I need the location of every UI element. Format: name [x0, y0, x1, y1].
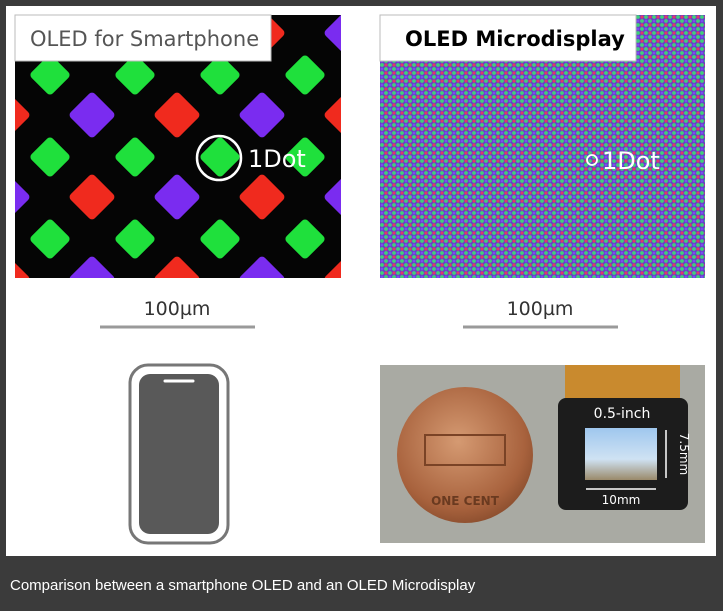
subpixel: [324, 15, 341, 56]
subpixel: [115, 55, 155, 95]
size-label: 0.5-inch: [594, 406, 651, 422]
subpixel: [285, 55, 325, 95]
micro-screen: [585, 428, 657, 480]
subpixel: [239, 174, 285, 220]
subpixel: [115, 219, 155, 259]
subpixel: [154, 174, 200, 220]
dot-label: 1Dot: [248, 145, 306, 173]
subpixel: [324, 256, 341, 278]
subpixel: [285, 219, 325, 259]
height-label: 7.5mm: [677, 433, 691, 475]
left-label: OLED for Smartphone: [30, 27, 259, 51]
subpixel: [324, 92, 341, 138]
subpixel: [200, 137, 240, 177]
subpixel: [285, 137, 325, 177]
subpixel: [154, 92, 200, 138]
subpixel: [30, 55, 70, 95]
phone-screen: [139, 374, 219, 534]
subpixel: [200, 219, 240, 259]
subpixel: [15, 174, 30, 220]
caption: Comparison between a smartphone OLED and…: [10, 577, 476, 594]
subpixel: [30, 219, 70, 259]
subpixel: [115, 137, 155, 177]
subpixel: [69, 92, 115, 138]
subpixel: [69, 256, 115, 278]
subpixel: [239, 92, 285, 138]
coin-text: ONE CENT: [431, 494, 500, 508]
dot-circle: [586, 154, 598, 166]
coin-detail: [424, 434, 506, 466]
dot-circle: [195, 134, 243, 182]
subpixel: [239, 256, 285, 278]
width-label: 10mm: [602, 493, 641, 507]
flex-cable: [565, 365, 680, 403]
coin: [397, 387, 533, 523]
subpixel: [324, 174, 341, 220]
label-box: [379, 14, 637, 62]
scale-label: 100µm: [507, 298, 574, 320]
subpixel: [200, 55, 240, 95]
subpixel: [30, 137, 70, 177]
label-box: [14, 14, 272, 62]
subpixel: [15, 92, 30, 138]
right-label: OLED Microdisplay: [405, 27, 625, 51]
subpixel: [15, 256, 30, 278]
subpixel: [69, 174, 115, 220]
scale-label: 100µm: [144, 298, 211, 320]
subpixel: [154, 256, 200, 278]
dot-label: 1Dot: [602, 147, 660, 175]
